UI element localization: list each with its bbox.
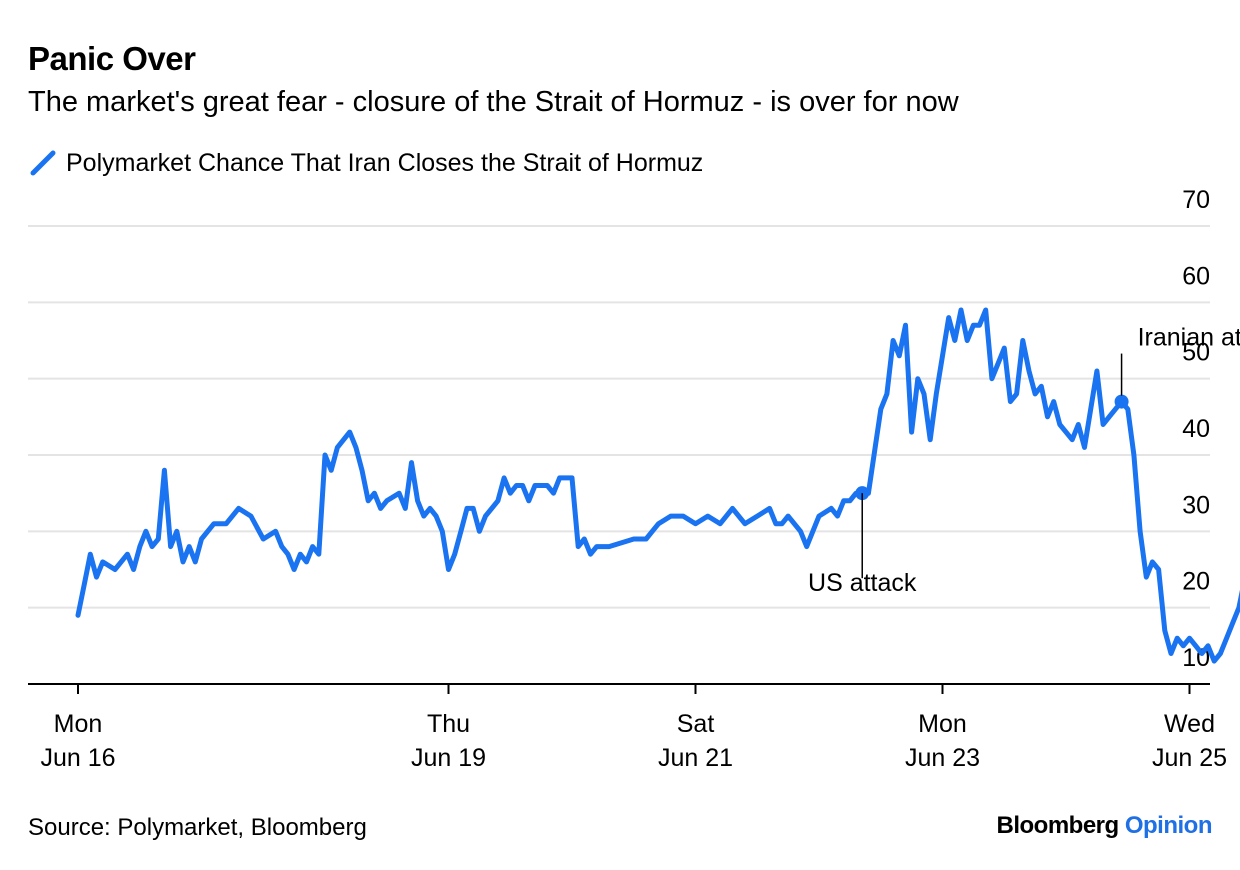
annotation-label: US attack bbox=[808, 569, 917, 597]
legend: Polymarket Chance That Iran Closes the S… bbox=[28, 148, 703, 178]
x-tick-label: Jun 19 bbox=[411, 744, 486, 772]
x-tick-label: Jun 23 bbox=[905, 744, 980, 772]
chart-subtitle: The market's great fear - closure of the… bbox=[28, 86, 959, 118]
x-tick-label: Mon bbox=[54, 710, 103, 738]
y-tick-label: 30 bbox=[1182, 491, 1210, 519]
x-tick-label: Jun 21 bbox=[658, 744, 733, 772]
legend-label: Polymarket Chance That Iran Closes the S… bbox=[66, 148, 704, 177]
x-tick-label: Thu bbox=[427, 710, 470, 738]
source-note: Source: Polymarket, Bloomberg bbox=[28, 814, 367, 841]
y-tick-label: 20 bbox=[1182, 568, 1210, 596]
chart-title: Panic Over bbox=[28, 40, 196, 77]
brand-logo: Bloomberg Opinion bbox=[997, 812, 1213, 840]
x-tick-label: Wed bbox=[1164, 710, 1215, 738]
brand-name: Bloomberg bbox=[996, 812, 1120, 839]
series-line bbox=[75, 307, 1240, 664]
y-tick-label: 50 bbox=[1182, 339, 1210, 367]
x-tick-label: Jun 25 bbox=[1152, 744, 1227, 772]
x-tick-label: Jun 16 bbox=[40, 744, 115, 772]
annotation-label: Iranian attack bbox=[1138, 324, 1240, 352]
y-tick-label: 60 bbox=[1182, 262, 1210, 290]
y-tick-label: 70 bbox=[1182, 186, 1210, 214]
x-tick-label: Sat bbox=[677, 710, 715, 738]
x-tick-label: Mon bbox=[918, 710, 967, 738]
y-tick-label: 40 bbox=[1182, 415, 1210, 443]
legend-line-icon bbox=[30, 150, 56, 176]
annotation-marker bbox=[1114, 394, 1129, 409]
brand-suffix: Opinion bbox=[1124, 812, 1213, 839]
